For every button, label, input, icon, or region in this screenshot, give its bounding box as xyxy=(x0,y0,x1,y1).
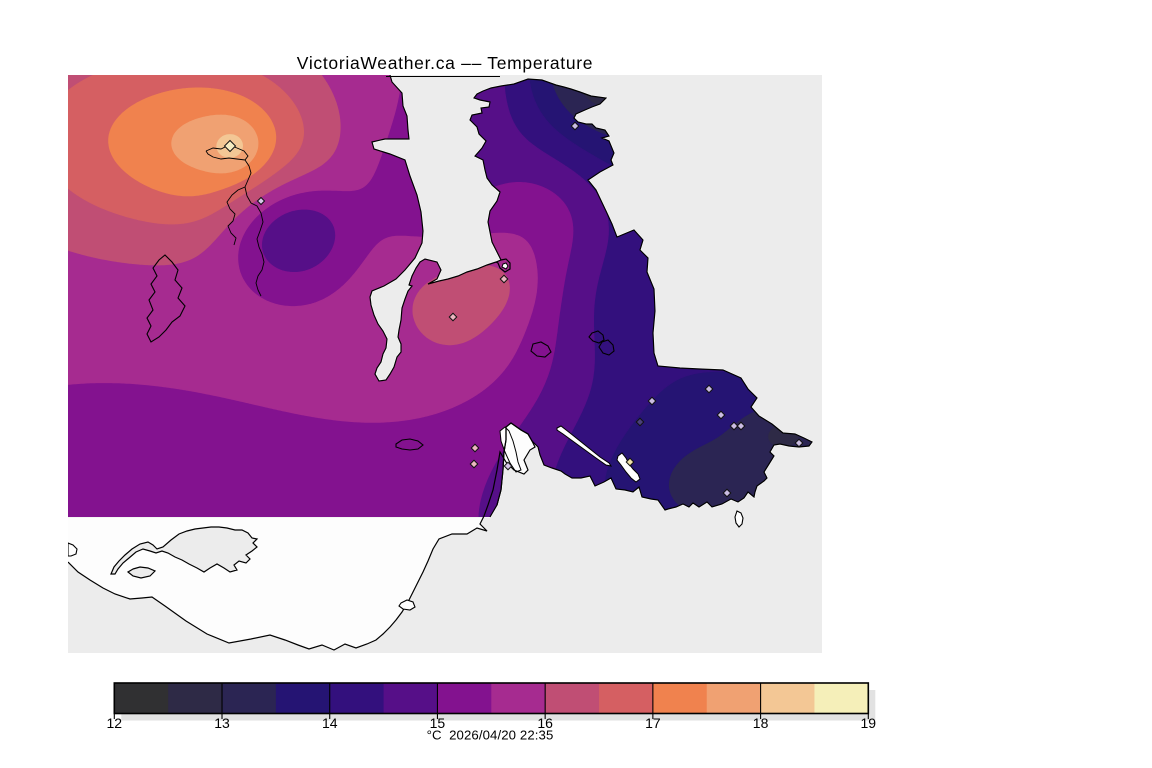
svg-text:°C 2026/04/20 22:35: °C 2026/04/20 22:35 xyxy=(427,728,554,743)
svg-text:12: 12 xyxy=(107,715,123,731)
svg-text:13: 13 xyxy=(214,715,230,731)
svg-text:16: 16 xyxy=(537,715,553,731)
svg-text:18: 18 xyxy=(753,715,769,731)
svg-text:14: 14 xyxy=(322,715,338,731)
svg-text:17: 17 xyxy=(645,715,661,731)
svg-text:VictoriaWeather.ca –– Temperat: VictoriaWeather.ca –– Temperature xyxy=(297,53,593,73)
svg-text:15: 15 xyxy=(430,715,446,731)
svg-text:19: 19 xyxy=(861,715,877,731)
